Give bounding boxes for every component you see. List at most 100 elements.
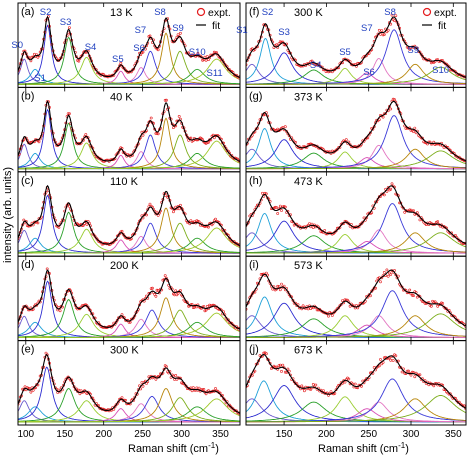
panel-j-expt-point: [333, 391, 337, 395]
panel-f-expt-point: [335, 66, 339, 70]
panel-j-expt-point: [363, 378, 367, 382]
panel-e-tick-label-350: 350: [212, 429, 229, 440]
panel-h-expt-point: [278, 204, 282, 208]
panel-e-expt-point: [157, 375, 161, 379]
panel-h-peak-S10: [246, 232, 466, 254]
panel-i-expt-point: [455, 318, 459, 322]
panel-f-fit-line: [246, 16, 466, 78]
panel-g-temperature: 373 K: [294, 91, 323, 103]
panel-a-peak-label-S8: S8: [154, 7, 166, 18]
panel-e-expt-point: [174, 373, 178, 377]
panel-e-expt-point: [23, 385, 27, 389]
panel-a-peak-label-S4: S4: [85, 42, 97, 53]
panel-a-temperature: 13 K: [110, 7, 133, 19]
panel-f-peak-label-S4: S4: [310, 60, 322, 71]
panel-a-peak-S11: [18, 58, 240, 85]
panel-i-expt-point: [330, 314, 334, 317]
panel-j-expt-point: [264, 352, 268, 356]
panel-e-expt-point: [140, 381, 144, 384]
panel-j-expt-point: [409, 373, 413, 377]
x-axis-label-right-sup: -1: [398, 441, 406, 450]
panel-d-expt-point: [114, 320, 118, 324]
panel-i-expt-point: [451, 314, 455, 318]
panel-i-expt-point: [306, 307, 310, 311]
panel-i-expt-point: [278, 288, 282, 292]
panel-d-expt-point: [86, 305, 90, 309]
panel-h-expt-point: [341, 222, 344, 225]
panel-j-expt-point: [302, 389, 306, 393]
panel-c-expt-point: [171, 210, 175, 214]
panel-a-expt-point: [33, 52, 36, 56]
panel-h-expt-point: [418, 218, 422, 222]
panel-h-expt-point: [261, 191, 264, 195]
panel-b-expt-point: [141, 133, 145, 137]
panel-i-expt-point: [271, 287, 275, 291]
panel-h-letter: (h): [249, 175, 262, 187]
panel-f-letter: (f): [249, 6, 259, 18]
panel-f-peak-label-S9: S9: [407, 45, 419, 56]
panel-j-expt-point: [418, 373, 422, 377]
panel-j-letter: (j): [249, 344, 259, 356]
panel-e-expt-point: [202, 387, 206, 391]
panel-g-expt-point: [366, 136, 370, 140]
panel-c-expt-point: [145, 213, 148, 217]
panel-f-peak-label-S2: S2: [262, 7, 274, 18]
panel-f-expt-point: [386, 28, 390, 32]
panel-j-expt-point: [285, 371, 289, 374]
panel-e-expt-point: [141, 384, 145, 388]
panel-e-expt-point: [29, 390, 33, 394]
panel-e-expt-point: [31, 388, 35, 392]
panel-g-expt-point: [335, 147, 339, 151]
panel-h-expt-point: [319, 230, 323, 234]
panel-h-plot: [246, 182, 466, 254]
panel-g-expt-point: [389, 107, 393, 111]
panel-i-temperature: 573 K: [294, 260, 323, 272]
panel-j-expt-point: [281, 363, 285, 367]
panel-j-tick-label-150: 150: [276, 429, 293, 440]
panel-j-expt-point: [292, 380, 296, 384]
panel-h-expt-point: [380, 192, 384, 196]
panel-g-plot: [246, 97, 466, 170]
panel-i-expt-point: [368, 294, 372, 298]
panel-f-peak-S10: [246, 66, 466, 85]
panel-j-expt-point: [275, 365, 278, 369]
panel-a-peak-label-S9: S9: [172, 23, 184, 34]
panel-e-expt-point: [18, 402, 20, 406]
panel-i-expt-point: [386, 274, 390, 278]
panel-j-tick-label-200: 200: [318, 429, 335, 440]
x-axis-label-left: Raman shift (cm-1): [128, 441, 219, 455]
panel-c-fit-line: [18, 184, 240, 247]
panel-g-expt-point: [412, 130, 415, 134]
panel-g-expt-point: [393, 98, 396, 102]
panel-f-expt-point: [394, 14, 398, 18]
panel-e-expt-point: [201, 388, 205, 392]
panel-h-expt-point: [404, 209, 408, 212]
panel-a-peak-label-S2: S2: [40, 7, 52, 18]
panel-f-peak-label-S6: S6: [363, 67, 375, 78]
panel-g-expt-point: [420, 136, 424, 140]
panel-h-expt-point: [417, 214, 421, 218]
panel-j-expt-point: [343, 380, 347, 384]
panel-f-expt-point: [393, 19, 396, 23]
panel-i-expt-point: [337, 306, 341, 310]
panel-i-expt-point: [412, 294, 415, 298]
panel-b-temperature: 40 K: [110, 91, 133, 103]
panel-c-temperature: 110 K: [110, 176, 139, 188]
panel-e-expt-point: [223, 398, 227, 402]
x-axis-label-left-close: ): [215, 443, 219, 455]
panel-b-letter: (b): [21, 90, 34, 102]
panel-e-expt-point: [120, 396, 124, 400]
panel-i-expt-point: [415, 295, 419, 299]
panel-i-expt-point: [408, 288, 412, 292]
legend-left: expt. fit: [196, 7, 231, 32]
panel-d-expt-point: [45, 267, 49, 271]
panel-j-tick-label-300: 300: [403, 429, 420, 440]
panel-f-expt-point: [390, 13, 394, 17]
panel-i-expt-point: [291, 298, 295, 302]
panel-j-tick-label-250: 250: [360, 429, 377, 440]
panel-d-expt-point: [18, 321, 20, 325]
panel-b-peak-S7: [18, 134, 240, 170]
panel-h-expt-point: [334, 229, 338, 233]
panel-i-expt-point: [276, 284, 280, 288]
panel-i-expt-point: [441, 302, 445, 305]
